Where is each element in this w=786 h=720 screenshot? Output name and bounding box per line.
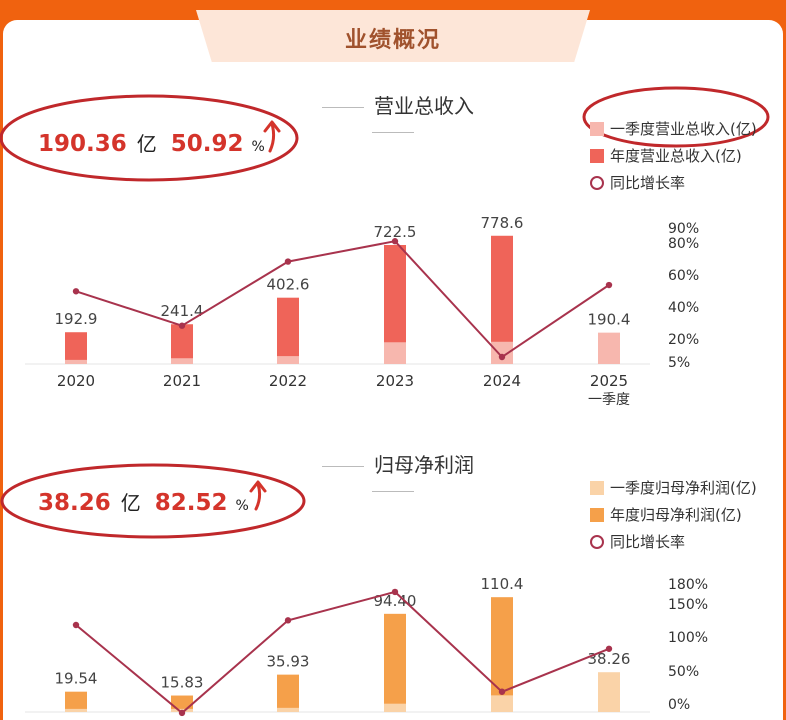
legend-swatch	[590, 121, 604, 136]
profit-legend: 一季度归母净利润(亿) 年度归母净利润(亿) 同比增长率	[590, 474, 757, 555]
growth-rate-line	[75, 240, 610, 359]
right-axis-tick: 100%	[668, 630, 708, 646]
bar-value-label: 94.40	[374, 592, 417, 610]
legend-swatch	[590, 507, 604, 522]
x-tick-label: 2023	[376, 372, 414, 390]
title-rule-left	[322, 466, 364, 467]
legend-item-annual-profit: 年度归母净利润(亿)	[590, 501, 757, 528]
legend-label: 年度营业总收入(亿)	[610, 147, 742, 165]
q1-bar	[491, 695, 513, 712]
bar-value-label: 778.6	[481, 214, 524, 232]
q1-bar	[65, 359, 87, 364]
circle-icon	[590, 175, 604, 190]
profit-section-header: 归母净利润	[288, 449, 498, 502]
growth-rate-point	[72, 621, 80, 629]
x-tick-label: 2020	[57, 372, 95, 390]
growth-rate-point	[72, 288, 80, 295]
bar-value-label: 35.93	[267, 653, 310, 671]
bar-value-label: 38.26	[588, 650, 631, 668]
bar-value-label: 110.4	[481, 575, 524, 593]
right-axis-tick: 180%	[668, 577, 708, 593]
q1-bar	[384, 342, 406, 364]
annual-bar	[491, 235, 513, 364]
page-title: 业绩概况	[344, 28, 441, 53]
title-rule-right	[372, 491, 414, 492]
header-tab	[196, 10, 590, 62]
growth-rate-point	[284, 617, 292, 624]
title-rule-left	[322, 107, 364, 108]
x-tick-sublabel: 一季度	[588, 392, 630, 408]
q1-bar	[277, 356, 299, 364]
right-axis-tick: 150%	[668, 597, 708, 613]
profit-section-title: 归母净利润	[374, 453, 474, 477]
q1-bar	[65, 708, 87, 712]
legend-label: 一季度营业总收入(亿)	[610, 120, 757, 138]
legend-item-q1-profit: 一季度归母净利润(亿)	[590, 474, 757, 501]
bar-value-label: 190.4	[588, 311, 631, 329]
q1-bar	[171, 358, 193, 364]
bar-value-label: 241.4	[161, 302, 204, 320]
x-tick-label: 2025	[590, 372, 628, 390]
bar-value-label: 192.9	[55, 310, 98, 328]
growth-rate-point	[498, 688, 506, 695]
legend-label: 一季度归母净利润(亿)	[610, 479, 757, 497]
growth-rate-point	[498, 353, 506, 361]
right-axis-tick: 0%	[668, 697, 690, 713]
annual-bar	[65, 691, 87, 712]
growth-rate-point	[284, 258, 292, 265]
right-axis-tick: 80%	[668, 236, 699, 252]
right-axis-tick: 90%	[668, 221, 699, 237]
growth-rate-line	[75, 590, 610, 715]
annual-bar	[384, 245, 406, 364]
legend-label: 同比增长率	[610, 174, 686, 192]
legend-item-growth: 同比增长率	[590, 169, 757, 196]
growth-rate-point	[605, 281, 613, 289]
bar-value-label: 722.5	[374, 223, 417, 241]
legend-swatch	[590, 148, 604, 163]
right-axis-tick: 60%	[668, 268, 699, 284]
circle-icon	[590, 534, 604, 549]
q1-bar	[384, 703, 406, 712]
bar-value-label: 402.6	[267, 276, 310, 294]
x-tick-label: 2022	[269, 372, 307, 390]
bar-value-label: 19.54	[55, 670, 98, 688]
right-axis-tick: 20%	[668, 332, 699, 348]
growth-rate-point	[391, 238, 399, 245]
annual-bar	[277, 297, 299, 364]
legend-item-q1-revenue: 一季度营业总收入(亿)	[590, 115, 757, 142]
legend-item-growth: 同比增长率	[590, 528, 757, 555]
right-axis-tick: 5%	[668, 355, 690, 371]
q1-bar	[598, 332, 620, 364]
q1-bar	[598, 672, 620, 712]
growth-rate-point	[178, 322, 186, 329]
legend-item-annual-revenue: 年度营业总收入(亿)	[590, 142, 757, 169]
x-tick-label: 2024	[483, 372, 521, 390]
right-axis-tick: 50%	[668, 664, 699, 680]
revenue-legend: 一季度营业总收入(亿) 年度营业总收入(亿) 同比增长率	[590, 115, 757, 196]
growth-rate-point	[391, 588, 399, 596]
annual-bar	[171, 324, 193, 364]
revenue-section-header: 营业总收入	[288, 90, 498, 143]
annual-bar	[65, 332, 87, 364]
legend-label: 同比增长率	[610, 533, 686, 551]
right-axis-tick: 40%	[668, 300, 699, 316]
legend-swatch	[590, 480, 604, 495]
bar-value-label: 15.83	[161, 674, 204, 692]
q1-bar	[491, 341, 513, 364]
revenue-section-title: 营业总收入	[374, 94, 474, 118]
growth-rate-point	[605, 645, 613, 652]
annual-bar	[277, 674, 299, 712]
annual-bar	[491, 597, 513, 712]
growth-rate-point	[178, 709, 186, 717]
legend-label: 年度归母净利润(亿)	[610, 506, 742, 524]
x-tick-label: 2021	[163, 372, 201, 390]
annual-bar	[384, 613, 406, 712]
title-rule-right	[372, 132, 414, 133]
